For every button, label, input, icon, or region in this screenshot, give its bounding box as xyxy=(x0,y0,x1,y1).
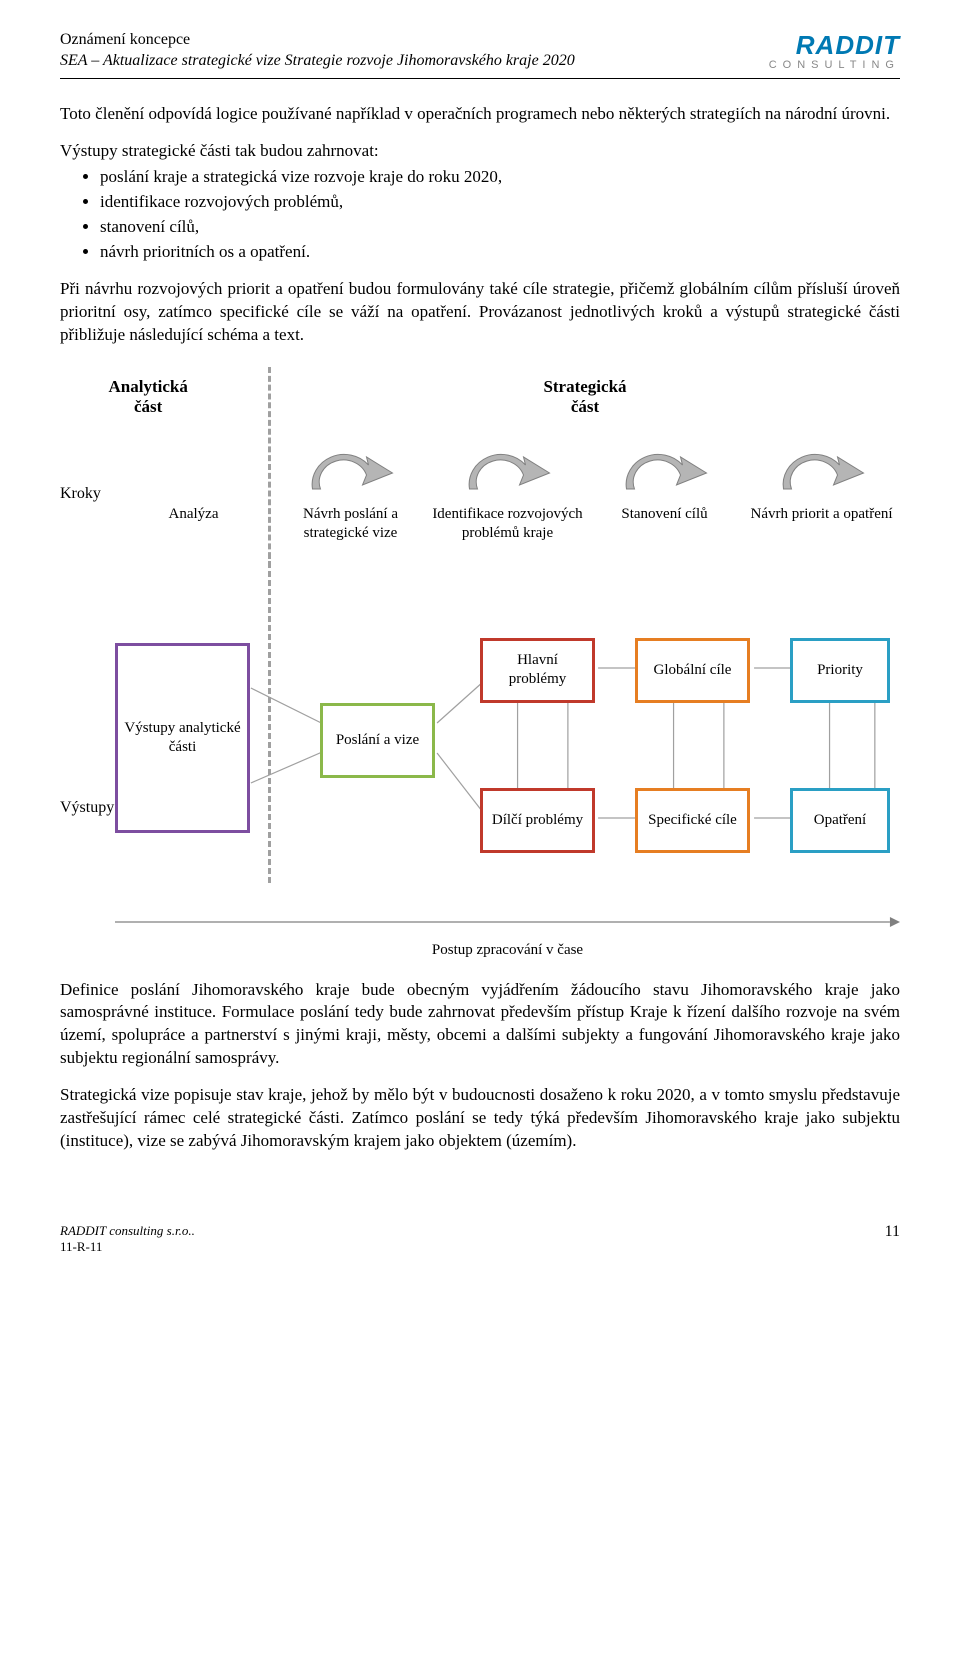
row-label-vystupy: Výstupy xyxy=(60,689,115,817)
step-col-3: Identifikace rozvojových problémů kraje xyxy=(429,447,586,543)
paragraph-4: Definice poslání Jihomoravského kraje bu… xyxy=(60,979,900,1071)
page-header: Oznámení koncepce SEA – Aktualizace stra… xyxy=(60,30,900,79)
bullet-item: poslání kraje a strategická vize rozvoje… xyxy=(100,166,900,189)
logo-name: RADDIT xyxy=(769,30,900,61)
footer-page-number: 11 xyxy=(885,1223,900,1255)
steps-row: Kroky Analýza Návrh poslání a strategick… xyxy=(60,447,900,543)
logo: RADDIT CONSULTING xyxy=(769,30,900,71)
bullet-list: poslání kraje a strategická vize rozvoje… xyxy=(100,166,900,264)
dashed-divider-bottom xyxy=(268,553,271,883)
page-footer: RADDIT consulting s.r.o.. 11-R-11 11 xyxy=(60,1223,900,1255)
step-label-4: Stanovení cílů xyxy=(621,505,707,524)
paragraph-2-lead: Výstupy strategické části tak budou zahr… xyxy=(60,140,900,163)
timeline: Postup zpracování v čase xyxy=(115,913,900,959)
header-analyticka-text: Analytickáčást xyxy=(109,377,188,417)
curved-arrow-icon xyxy=(743,447,900,497)
step-col-5: Návrh priorit a opatření xyxy=(743,447,900,543)
bullet-item: návrh prioritních os a opatření. xyxy=(100,241,900,264)
box-specificke: Specifické cíle xyxy=(635,788,750,853)
diagram-section-headers: Analytickáčást Strategickáčást xyxy=(60,377,900,417)
step-label-2: Návrh poslání a strategické vize xyxy=(272,505,429,543)
bullet-item: stanovení cílů, xyxy=(100,216,900,239)
box-dilci: Dílčí problémy xyxy=(480,788,595,853)
footer-left: RADDIT consulting s.r.o.. 11-R-11 xyxy=(60,1223,195,1255)
box-analyticke: Výstupy analytické části xyxy=(115,643,250,833)
timeline-arrow-icon xyxy=(115,913,900,931)
steps-container: Analýza Návrh poslání a strategické vize… xyxy=(115,447,900,543)
step-col-1: Analýza xyxy=(115,447,272,543)
paragraph-1: Toto členění odpovídá logice používané n… xyxy=(60,103,900,126)
box-opatreni-label: Opatření xyxy=(814,811,866,830)
header-left: Oznámení koncepce SEA – Aktualizace stra… xyxy=(60,30,575,72)
outputs-row: Výstupy xyxy=(60,623,900,883)
outputs-grid: Výstupy analytické části Poslání a vize … xyxy=(115,623,900,883)
box-dilci-label: Dílčí problémy xyxy=(492,811,583,830)
curved-arrow-icon xyxy=(429,447,586,497)
box-globalni-label: Globální cíle xyxy=(654,661,732,680)
box-hlavni: Hlavní problémy xyxy=(480,638,595,703)
step-label-5: Návrh priorit a opatření xyxy=(750,505,892,524)
step-col-2: Návrh poslání a strategické vize xyxy=(272,447,429,543)
box-globalni: Globální cíle xyxy=(635,638,750,703)
paragraph-5: Strategická vize popisuje stav kraje, je… xyxy=(60,1084,900,1153)
bullet-item: identifikace rozvojových problémů, xyxy=(100,191,900,214)
step-label-3: Identifikace rozvojových problémů kraje xyxy=(429,505,586,543)
curved-arrow-icon xyxy=(272,447,429,497)
box-analyticke-label: Výstupy analytické části xyxy=(122,719,243,757)
box-poslani: Poslání a vize xyxy=(320,703,435,778)
header-strategicka: Strategickáčást xyxy=(270,377,900,417)
row-label-kroky: Kroky xyxy=(60,447,115,503)
step-label-1: Analýza xyxy=(169,505,219,524)
process-diagram: Analytickáčást Strategickáčást Kroky Ana… xyxy=(60,377,900,959)
header-line2: SEA – Aktualizace strategické vize Strat… xyxy=(60,51,575,72)
header-strategicka-text: Strategickáčást xyxy=(543,377,626,417)
box-opatreni: Opatření xyxy=(790,788,890,853)
header-line1: Oznámení koncepce xyxy=(60,30,575,51)
logo-subtitle: CONSULTING xyxy=(769,59,900,71)
footer-company: RADDIT consulting s.r.o.. xyxy=(60,1223,195,1239)
header-analyticka: Analytickáčást xyxy=(60,377,236,417)
timeline-label: Postup zpracování v čase xyxy=(115,942,900,959)
step-col-4: Stanovení cílů xyxy=(586,447,743,543)
box-specificke-label: Specifické cíle xyxy=(648,811,737,830)
box-priority: Priority xyxy=(790,638,890,703)
box-hlavni-label: Hlavní problémy xyxy=(487,651,588,689)
footer-doc-id: 11-R-11 xyxy=(60,1239,195,1255)
paragraph-3: Při návrhu rozvojových priorit a opatřen… xyxy=(60,278,900,347)
box-priority-label: Priority xyxy=(817,661,863,680)
curved-arrow-icon xyxy=(586,447,743,497)
box-poslani-label: Poslání a vize xyxy=(336,731,419,750)
